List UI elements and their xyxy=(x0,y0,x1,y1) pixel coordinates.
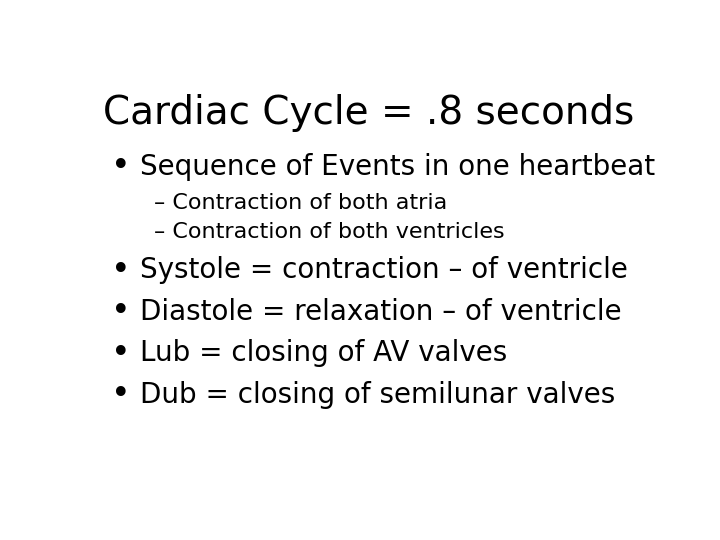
Text: •: • xyxy=(111,254,130,287)
Text: Systole = contraction – of ventricle: Systole = contraction – of ventricle xyxy=(140,256,628,284)
Text: – Contraction of both ventricles: – Contraction of both ventricles xyxy=(154,222,505,242)
Text: •: • xyxy=(111,150,130,183)
Text: •: • xyxy=(111,379,130,411)
Text: •: • xyxy=(111,337,130,370)
Text: Sequence of Events in one heartbeat: Sequence of Events in one heartbeat xyxy=(140,153,655,181)
Text: Lub = closing of AV valves: Lub = closing of AV valves xyxy=(140,339,508,367)
Text: Dub = closing of semilunar valves: Dub = closing of semilunar valves xyxy=(140,381,616,409)
Text: •: • xyxy=(111,295,130,328)
Text: Cardiac Cycle = .8 seconds: Cardiac Cycle = .8 seconds xyxy=(104,94,634,132)
Text: Diastole = relaxation – of ventricle: Diastole = relaxation – of ventricle xyxy=(140,298,622,326)
Text: – Contraction of both atria: – Contraction of both atria xyxy=(154,193,447,213)
